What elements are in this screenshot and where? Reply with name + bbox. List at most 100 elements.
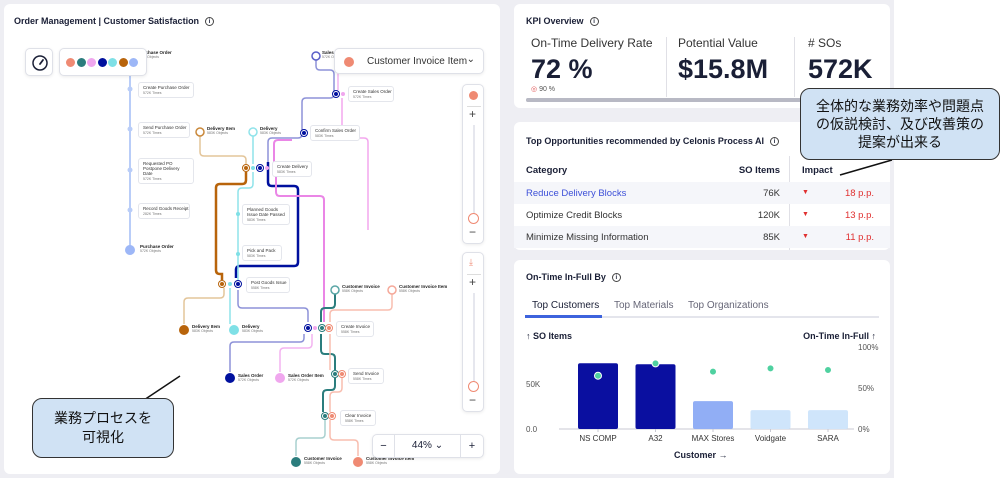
kpi-title: KPI Overview i bbox=[526, 16, 599, 27]
category-link[interactable]: Reduce Delivery Blocks bbox=[526, 188, 627, 199]
object-markers bbox=[125, 51, 397, 467]
object-type-legend-dot[interactable] bbox=[75, 57, 87, 68]
activity-node[interactable]: Create Purchase Order 572K Times bbox=[138, 82, 194, 98]
otif-point-sara[interactable] bbox=[824, 365, 832, 374]
object-type-legend[interactable] bbox=[59, 48, 147, 76]
kpi-so-count[interactable]: # SOs 572K bbox=[808, 36, 873, 85]
left-axis-label[interactable]: ↑ SO Items bbox=[526, 331, 573, 341]
table-header: Category SO Items Impact bbox=[514, 159, 890, 181]
object-selector-value: Customer Invoice Item bbox=[367, 56, 468, 67]
activity-node[interactable]: Confirm Sales Order 583K Times bbox=[310, 125, 360, 141]
object-type-legend-dot[interactable] bbox=[117, 57, 129, 68]
activity-slider[interactable]: + − bbox=[462, 84, 484, 244]
activity-node[interactable]: Create Invoice 558K Times bbox=[336, 321, 374, 337]
kpi-on-time-delivery[interactable]: On-Time Delivery Rate 72 % ◎ 90 % bbox=[531, 36, 653, 93]
object-type-legend-dot[interactable] bbox=[96, 57, 108, 68]
object-type-legend-dot[interactable] bbox=[65, 57, 76, 68]
minus-icon[interactable]: − bbox=[469, 225, 477, 239]
tab-bar bbox=[525, 316, 879, 318]
y-tick-left: 0.0 bbox=[526, 425, 538, 434]
otif-point-voidgate[interactable] bbox=[766, 364, 775, 373]
object-selector-dropdown[interactable]: Customer Invoice Item ⌄ bbox=[334, 48, 484, 74]
table-row[interactable]: Reduce Delivery Blocks 76K ▼ 18 p.p. bbox=[514, 182, 890, 204]
info-icon[interactable]: i bbox=[770, 137, 780, 147]
edge-sales-order-item-4 bbox=[279, 334, 313, 372]
slider-track[interactable] bbox=[473, 293, 475, 383]
activity-node[interactable]: Send Invoice 558K Times bbox=[348, 368, 384, 384]
kpi-label: # SOs bbox=[808, 36, 842, 50]
otif-point-ns-comp[interactable] bbox=[594, 371, 602, 380]
plus-icon[interactable]: + bbox=[469, 275, 477, 289]
activity-node[interactable]: Send Purchase Order 572K Times bbox=[138, 122, 190, 138]
activity-node[interactable]: Planned Goods Issue Date Passed 583K Time… bbox=[242, 204, 290, 225]
bar-max-stores[interactable] bbox=[693, 401, 733, 429]
object-type-legend-dot[interactable] bbox=[86, 57, 97, 68]
edge-delivery bbox=[229, 136, 254, 324]
gauge-icon bbox=[32, 55, 48, 71]
kpi-progress-track bbox=[526, 98, 876, 102]
table-row[interactable]: Optimize Credit Blocks 120K ▼ 13 p.p. bbox=[514, 204, 890, 226]
x-axis-label[interactable]: Customer → bbox=[674, 450, 728, 460]
y-tick-right: 50% bbox=[858, 384, 874, 393]
table-row[interactable]: Minimize Missing Information 85K ▼ 11 p.p. bbox=[514, 226, 890, 248]
info-icon[interactable]: i bbox=[589, 17, 599, 27]
activity-color-icon bbox=[469, 91, 478, 100]
zoom-in-button[interactable]: + bbox=[468, 440, 476, 452]
otif-point-max-stores[interactable] bbox=[709, 367, 717, 376]
object-type-legend-dot[interactable] bbox=[128, 57, 139, 68]
info-icon[interactable]: i bbox=[205, 17, 215, 27]
object-label: Customer Invoice 558K Objects bbox=[304, 456, 342, 465]
tab-top-organizations[interactable]: Top Organizations bbox=[688, 300, 769, 311]
object-label: Customer Invoice Item 558K Objects bbox=[399, 284, 448, 293]
bar-voidgate[interactable] bbox=[750, 410, 791, 429]
x-tick-label: Voidgate bbox=[755, 434, 787, 443]
divider bbox=[794, 37, 795, 97]
slider-handle[interactable] bbox=[468, 213, 479, 224]
panel-title: Order Management | Customer Satisfaction… bbox=[14, 16, 215, 27]
info-icon[interactable]: i bbox=[611, 273, 621, 283]
activity-node[interactable]: Clear Invoice 558K Times bbox=[340, 410, 376, 426]
kpi-value: 572K bbox=[808, 54, 873, 84]
right-axis-label[interactable]: On-Time In-Full ↑ bbox=[803, 331, 876, 341]
minus-icon[interactable]: − bbox=[469, 393, 477, 407]
annotation-callout: 業務プロセスを 可視化 bbox=[32, 398, 174, 458]
kpi-label: On-Time Delivery Rate bbox=[531, 36, 653, 50]
activity-node[interactable]: Create Sales Order 572K Times bbox=[348, 86, 394, 102]
bar-ns-comp[interactable] bbox=[578, 363, 618, 429]
edge-sales-order-4 bbox=[229, 334, 305, 372]
bar-sara[interactable] bbox=[808, 410, 848, 429]
opportunities-title: Top Opportunities recommended by Celonis… bbox=[526, 136, 780, 147]
kpi-potential-value[interactable]: Potential Value $15.8M bbox=[678, 36, 768, 85]
tab-top-customers[interactable]: Top Customers bbox=[532, 300, 600, 311]
edge-customer-invoice-item-2 bbox=[329, 420, 359, 456]
activity-node[interactable]: Record Goods Receipt 282K Times bbox=[138, 203, 190, 219]
object-type-legend-dot[interactable] bbox=[107, 57, 118, 68]
kpi-gauge-button[interactable] bbox=[25, 48, 53, 76]
activity-node[interactable]: Pick and Pack 583K Times bbox=[242, 245, 282, 261]
otif-point-a32[interactable] bbox=[651, 359, 660, 368]
column-header[interactable]: Impact bbox=[802, 165, 833, 176]
column-header[interactable]: Category bbox=[526, 165, 568, 176]
slider-track[interactable] bbox=[473, 125, 475, 215]
zoom-out-button[interactable]: − bbox=[373, 435, 395, 457]
column-header[interactable]: SO Items bbox=[738, 165, 780, 176]
y-tick-right: 0% bbox=[858, 425, 870, 434]
object-label: Delivery Item 583K Objects bbox=[207, 126, 236, 135]
connection-slider[interactable]: ⤓ + − bbox=[462, 252, 484, 412]
impact-value: 13 p.p. bbox=[844, 210, 874, 221]
object-label: Customer Invoice 558K Objects bbox=[342, 284, 380, 293]
tab-top-materials[interactable]: Top Materials bbox=[614, 300, 674, 311]
zoom-level-select[interactable]: 44% ⌄ bbox=[395, 435, 461, 457]
otif-card: On-Time In-Full By i Top Customers Top Ma… bbox=[514, 260, 890, 474]
plus-icon[interactable]: + bbox=[469, 107, 477, 121]
activity-node[interactable]: Requested PO Postpone Delivery Date 572K … bbox=[138, 158, 194, 184]
activity-node[interactable]: Create Delivery 583K Times bbox=[272, 161, 312, 177]
impact-value: 11 p.p. bbox=[845, 232, 874, 243]
bar-a32[interactable] bbox=[635, 364, 676, 429]
slider-handle[interactable] bbox=[468, 381, 479, 392]
otif-title: On-Time In-Full By i bbox=[526, 272, 621, 283]
kpi-target: ◎ 90 % bbox=[531, 86, 556, 93]
x-tick-label: MAX Stores bbox=[692, 434, 735, 443]
trend-down-icon: ▼ bbox=[802, 211, 809, 218]
activity-node[interactable]: Post Goods Issue 558K Times bbox=[246, 277, 290, 293]
